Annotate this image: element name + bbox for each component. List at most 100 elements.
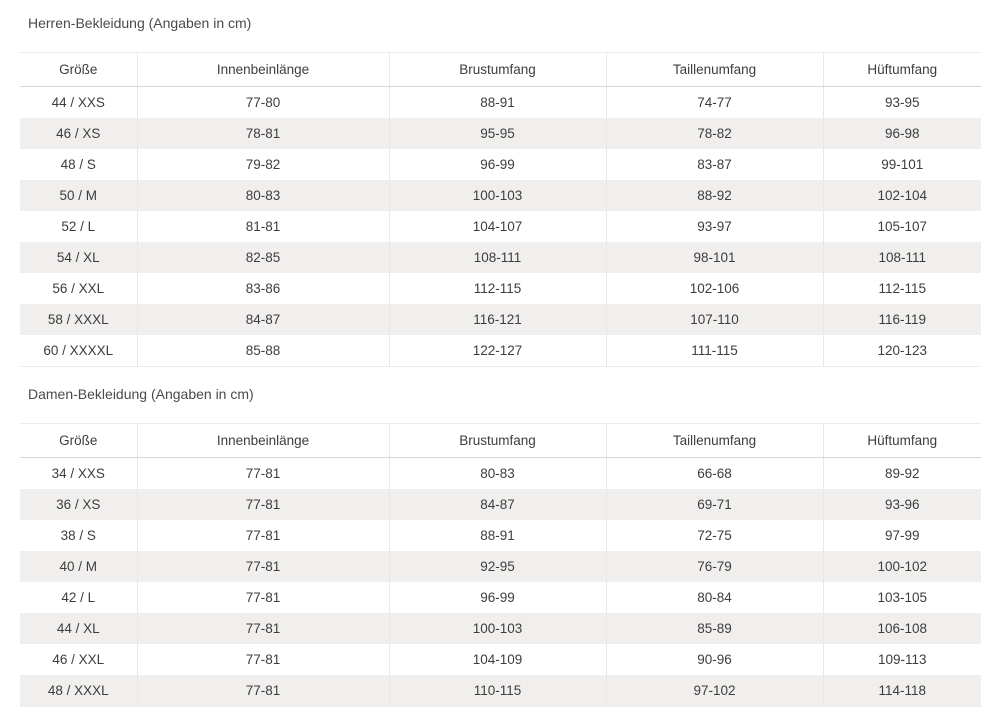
column-header: Größe <box>20 423 138 458</box>
measurement-cell: 77-81 <box>137 613 390 644</box>
measurement-cell: 95-95 <box>389 118 607 149</box>
measurement-cell: 109-113 <box>877 652 927 667</box>
measurement-cell: 112-115 <box>878 281 927 296</box>
size-cell: 52 / L <box>20 211 138 242</box>
measurement-cell: 102-106 <box>606 273 824 304</box>
table-row: 48 / S 79-82 96-99 83-87 99-101 <box>20 149 981 180</box>
measurement-cell: 85-89 <box>606 613 824 644</box>
measurement-cell: 96-98 <box>884 126 920 141</box>
header-row: Größe Innenbeinlänge Brustumfang Taillenumf… <box>20 52 981 87</box>
measurement-cell: 100-103 <box>389 613 607 644</box>
measurement-cell: 116-119 <box>878 312 927 327</box>
table-row: 52 / L 81-81 104-107 93-97 105-107 <box>20 211 981 242</box>
size-cell: 50 / M <box>20 180 138 211</box>
measurement-cell: 104-107 <box>389 211 607 242</box>
size-cell: 42 / L <box>20 582 138 613</box>
womens-size-table: Größe Innenbeinlänge Brustumfang Taillenumf… <box>20 423 981 707</box>
measurement-cell: 96-99 <box>389 582 607 613</box>
table-row: 50 / M 80-83 100-103 88-92 102-104 <box>20 180 981 211</box>
table-row: 60 / XXXXL 85-88 122-127 111-115 120-123 <box>20 335 981 367</box>
size-cell: 46 / XXL <box>20 644 138 675</box>
mens-size-table: Größe Innenbeinlänge Brustumfang Taillenumf… <box>20 52 981 367</box>
mens-size-section: Herren-Bekleidung (Angaben in cm) Größe I… <box>20 6 981 367</box>
size-cell: 34 / XXS <box>20 457 138 489</box>
size-cell: 60 / XXXXL <box>20 335 138 367</box>
measurement-cell: 108-111 <box>878 250 927 265</box>
table-row: 40 / M 77-81 92-95 76-79 100-102 <box>20 551 981 582</box>
measurement-cell: 107-110 <box>606 304 824 335</box>
measurement-cell: 77-81 <box>137 644 390 675</box>
section-spacer <box>20 367 981 377</box>
measurement-cell: 76-79 <box>606 551 824 582</box>
table-row: 46 / XS 78-81 95-95 78-82 96-98 <box>20 118 981 149</box>
table-row: 42 / L 77-81 96-99 80-84 103-105 <box>20 582 981 613</box>
measurement-cell: 77-81 <box>137 489 390 520</box>
measurement-cell: 77-81 <box>137 457 390 489</box>
column-header: Innenbeinlänge <box>137 52 390 87</box>
measurement-cell: 88-91 <box>389 520 607 551</box>
measurement-cell: 100-102 <box>877 559 928 574</box>
measurement-cell: 114-118 <box>878 683 927 698</box>
measurement-cell: 108-111 <box>389 242 607 273</box>
measurement-cell: 122-127 <box>389 335 607 367</box>
measurement-cell: 83-86 <box>137 273 390 304</box>
size-cell: 40 / M <box>20 551 138 582</box>
measurement-cell: 111-115 <box>606 335 824 367</box>
table-row: 54 / XL 82-85 108-111 98-101 108-111 <box>20 242 981 273</box>
mens-table-title: Herren-Bekleidung (Angaben in cm) <box>28 15 252 31</box>
measurement-cell: 100-103 <box>389 180 607 211</box>
column-header: Größe <box>20 52 138 87</box>
column-header: Brustumfang <box>389 52 607 87</box>
measurement-cell: 88-92 <box>606 180 824 211</box>
measurement-cell: 80-84 <box>606 582 824 613</box>
measurement-cell: 84-87 <box>389 489 607 520</box>
measurement-cell: 93-96 <box>884 497 920 512</box>
table-row: 56 / XXL 83-86 112-115 102-106 112-115 <box>20 273 981 304</box>
measurement-cell: 77-80 <box>137 86 390 118</box>
column-header: Innenbeinlänge <box>137 423 390 458</box>
measurement-cell: 88-91 <box>389 86 607 118</box>
measurement-cell: 102-104 <box>877 188 928 203</box>
table-row: 58 / XXXL 84-87 116-121 107-110 116-119 <box>20 304 981 335</box>
measurement-cell: 116-121 <box>389 304 607 335</box>
size-cell: 44 / XXS <box>20 86 138 118</box>
column-header: Hüftumfang <box>823 52 981 87</box>
measurement-cell: 69-71 <box>606 489 824 520</box>
measurement-cell: 79-82 <box>137 149 390 180</box>
header-row: Größe Innenbeinlänge Brustumfang Taillenumf… <box>20 423 981 458</box>
womens-size-section: Damen-Bekleidung (Angaben in cm) Größe In… <box>20 377 981 707</box>
measurement-cell: 106-108 <box>877 621 928 636</box>
size-cell: 46 / XS <box>20 118 138 149</box>
measurement-cell: 96-99 <box>389 149 607 180</box>
measurement-cell: 80-83 <box>137 180 390 211</box>
measurement-cell: 112-115 <box>389 273 607 304</box>
measurement-cell: 110-115 <box>389 675 607 707</box>
table-row: 44 / XL 77-81 100-103 85-89 106-108 <box>20 613 981 644</box>
size-cell: 44 / XL <box>20 613 138 644</box>
size-cell: 56 / XXL <box>20 273 138 304</box>
measurement-cell: 74-77 <box>606 86 824 118</box>
womens-table-title: Damen-Bekleidung (Angaben in cm) <box>28 386 254 402</box>
measurement-cell: 77-81 <box>137 551 390 582</box>
measurement-cell: 105-107 <box>877 219 928 234</box>
size-cell: 48 / S <box>20 149 138 180</box>
table-row: 36 / XS 77-81 84-87 69-71 93-96 <box>20 489 981 520</box>
measurement-cell: 81-81 <box>137 211 390 242</box>
measurement-cell: 90-96 <box>606 644 824 675</box>
measurement-cell: 120-123 <box>877 343 928 358</box>
measurement-cell: 99-101 <box>881 157 924 172</box>
size-cell: 54 / XL <box>20 242 138 273</box>
measurement-cell: 103-105 <box>877 590 928 605</box>
measurement-cell: 80-83 <box>389 457 607 489</box>
measurement-cell: 84-87 <box>137 304 390 335</box>
table-row: 46 / XXL 77-81 104-109 90-96 109-113 <box>20 644 981 675</box>
measurement-cell: 78-81 <box>137 118 390 149</box>
measurement-cell: 77-81 <box>137 520 390 551</box>
measurement-cell: 98-101 <box>606 242 824 273</box>
measurement-cell: 82-85 <box>137 242 390 273</box>
measurement-cell: 78-82 <box>606 118 824 149</box>
measurement-cell: 72-75 <box>606 520 824 551</box>
measurement-cell: 66-68 <box>606 457 824 489</box>
measurement-cell: 97-99 <box>884 528 920 543</box>
column-header: Taillenumfang <box>606 52 824 87</box>
